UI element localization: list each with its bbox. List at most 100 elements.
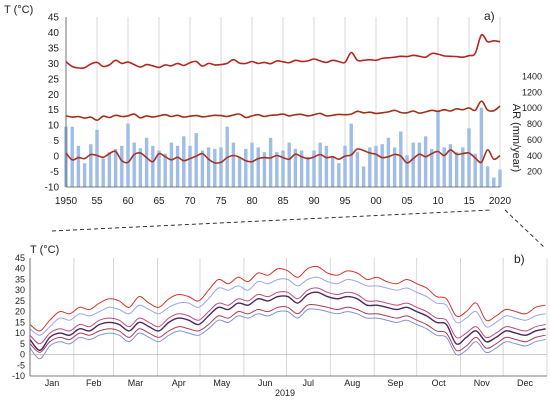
ar-bar xyxy=(405,155,409,187)
panel-b-series-b_mean xyxy=(29,291,546,351)
ar-bar xyxy=(113,148,118,187)
ar-bar xyxy=(250,142,254,187)
panel-b-y-tick: 40 xyxy=(15,264,25,274)
ar-bar xyxy=(392,147,397,187)
panel-b-month-label: Dec xyxy=(517,378,534,388)
ar-bar xyxy=(361,166,366,187)
ar-bar xyxy=(194,133,198,187)
ar-bar xyxy=(318,142,322,187)
ar-bar xyxy=(126,123,130,187)
ar-bar xyxy=(169,142,174,187)
ar-bar xyxy=(380,144,384,187)
panel-a-series-tmin xyxy=(65,148,501,164)
panel-a-x-tick: 00 xyxy=(370,196,382,207)
panel-a-x-tick: 15 xyxy=(463,196,475,207)
ar-bar xyxy=(324,145,329,187)
panel-b-y-tick: 25 xyxy=(15,296,25,306)
panel-b-y-tick: 5 xyxy=(20,339,25,349)
panel-a-y2-tick: 200 xyxy=(527,167,542,177)
ar-bar xyxy=(163,153,167,187)
panel-b-series-b_min xyxy=(29,308,546,360)
ar-bar xyxy=(306,156,310,187)
panel-a-x-tick: 60 xyxy=(122,196,134,207)
ar-bar xyxy=(244,148,248,187)
panel-b-y-tick: -5 xyxy=(17,360,25,370)
ar-bar xyxy=(374,145,378,187)
panel-a-x-tick: 75 xyxy=(215,196,227,207)
ar-bar xyxy=(231,142,236,187)
panel-b-series-b_min2 xyxy=(29,303,546,353)
panel-a-y-tick: 0 xyxy=(53,152,59,163)
panel-a-series-tmax xyxy=(65,33,501,69)
panel-a-y2-tick: 1400 xyxy=(522,72,542,82)
ar-bar xyxy=(498,169,502,187)
panel-b-y-tick: 20 xyxy=(15,307,25,317)
panel-a-x-tick: 05 xyxy=(401,196,413,207)
panel-a-y-tick: 5 xyxy=(53,136,59,147)
ar-bar xyxy=(399,131,403,187)
ar-bar xyxy=(368,147,372,187)
panel-b-month-label: Feb xyxy=(86,378,102,388)
ar-bar xyxy=(268,137,273,187)
panel-a-y-tick: 30 xyxy=(48,59,60,70)
zoom-connector-right xyxy=(504,209,546,249)
panel-a-y2label: AR (mm/year) xyxy=(510,104,522,172)
panel-a-x-tick: 1950 xyxy=(55,196,78,207)
panel-b-y-tick: 45 xyxy=(15,253,25,263)
panel-b-month-label: Nov xyxy=(474,378,491,388)
ar-bar xyxy=(89,144,93,187)
ar-bar xyxy=(213,148,217,187)
ar-bar xyxy=(281,150,285,187)
panel-b-y-tick: 15 xyxy=(15,317,25,327)
panel-b-ylabel: T (°C) xyxy=(30,244,59,256)
panel-b-y-tick: -10 xyxy=(12,371,25,381)
panel-a-x-tick: 80 xyxy=(246,196,258,207)
panel-b-y-tick: 10 xyxy=(15,328,25,338)
panel-a-x-tick: 10 xyxy=(432,196,444,207)
ar-bar xyxy=(200,150,205,187)
panel-a-x-tick: 95 xyxy=(339,196,351,207)
ar-bar xyxy=(144,137,149,187)
ar-bar xyxy=(337,163,341,187)
panel-b-month-label: Jan xyxy=(45,378,60,388)
panel-b-month-label: Apr xyxy=(172,378,186,388)
panel-b-series-b_mean2 xyxy=(29,287,546,345)
ar-bar xyxy=(107,152,112,187)
ar-bar xyxy=(182,136,186,187)
ar-bar xyxy=(151,145,155,187)
ar-bar xyxy=(423,136,428,187)
ar-bar xyxy=(299,150,304,187)
ar-bar xyxy=(76,145,81,187)
ar-bar xyxy=(237,156,242,187)
ar-bar xyxy=(312,150,316,187)
ar-bar xyxy=(454,152,459,187)
panel-a-x-tick: 65 xyxy=(153,196,165,207)
ar-bar xyxy=(448,144,453,187)
panel-a-ylabel: T (°C) xyxy=(4,4,33,16)
ar-bar xyxy=(430,148,434,187)
panel-b-y-tick: 30 xyxy=(15,285,25,295)
ar-bar xyxy=(417,142,422,187)
panel-a: 454035302520151050-5-1014001200100080060… xyxy=(45,13,542,208)
panel-b-y-tick: 0 xyxy=(20,350,25,360)
panel-a-x-tick: 70 xyxy=(184,196,196,207)
panel-a-y2-tick: 800 xyxy=(527,119,542,129)
panel-a-y-tick: 10 xyxy=(48,121,60,132)
panel-a-x-tick: 90 xyxy=(308,196,320,207)
panel-a-y-tick: 15 xyxy=(48,105,60,116)
panel-a-x-tick: 55 xyxy=(91,196,103,207)
panel-b-series-b_max xyxy=(29,265,546,332)
ar-bar xyxy=(206,147,211,187)
panel-b-month-label: Jul xyxy=(303,378,315,388)
ar-bar xyxy=(485,166,490,187)
ar-bar xyxy=(473,153,477,187)
ar-bar xyxy=(467,128,471,187)
ar-bar xyxy=(461,147,465,187)
ar-bar xyxy=(132,142,136,187)
ar-bar xyxy=(138,148,143,187)
ar-bar xyxy=(492,177,496,187)
ar-bar xyxy=(219,147,223,187)
ar-bar xyxy=(411,142,415,187)
